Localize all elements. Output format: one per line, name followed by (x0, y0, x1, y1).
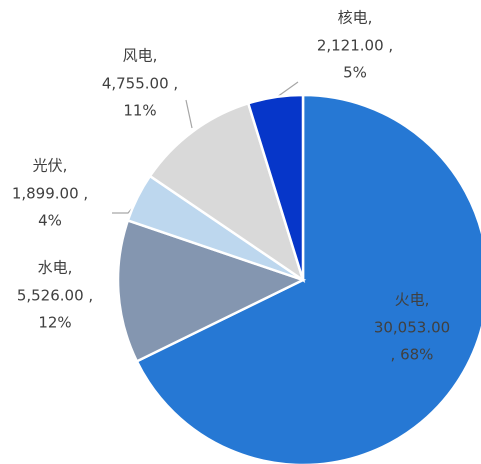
slice-label-percent: 4% (38, 212, 62, 230)
slice-label-value: 30,053.00 (374, 319, 450, 337)
leader-line (185, 99, 193, 129)
slice-label-percent: 11% (123, 102, 156, 120)
pie-slice (148, 101, 306, 284)
slice-label-name: 核电, (338, 9, 373, 27)
slice-label-value: 4,755.00 , (102, 75, 178, 93)
slice-label-value: 2,121.00 , (317, 37, 393, 55)
slice-label-name: 火电, (395, 291, 430, 309)
slice-label-percent: , 68% (391, 346, 434, 364)
pie-slice (135, 93, 481, 464)
slice-label-name: 光伏, (33, 157, 68, 175)
slice-label-percent: 5% (343, 64, 367, 82)
pie-slice (246, 93, 305, 281)
slice-label-value: 1,899.00 , (12, 185, 88, 203)
slice-label-value: 5,526.00 , (17, 287, 93, 305)
slice-label-name: 水电, (38, 259, 73, 277)
slice-label-name: 风电, (123, 47, 158, 65)
pie-slice (116, 218, 307, 363)
slice-label-percent: 12% (38, 314, 71, 332)
leader-line (276, 81, 299, 98)
